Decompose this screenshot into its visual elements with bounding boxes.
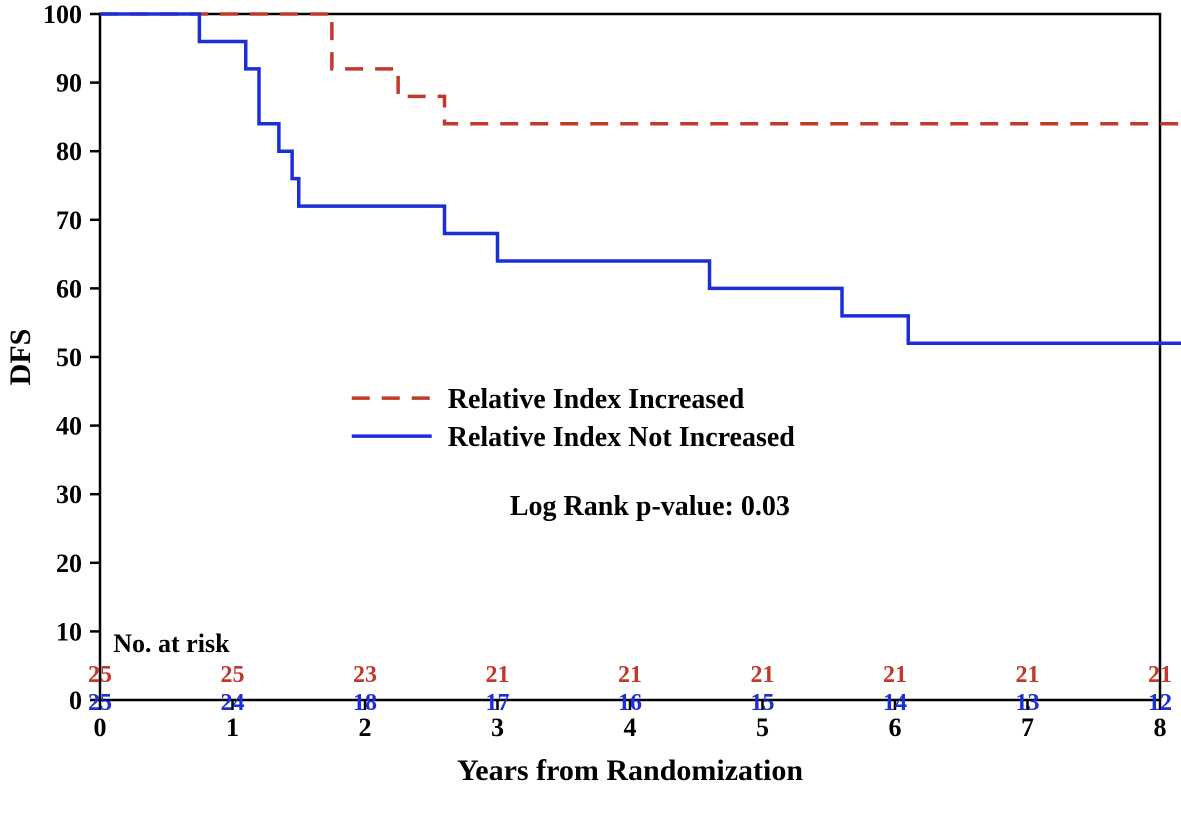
- y-tick-label: 50: [56, 343, 82, 372]
- x-tick-label: 0: [94, 713, 107, 742]
- risk-num-not-increased: 15: [751, 690, 775, 716]
- risk-num-not-increased: 13: [1016, 690, 1040, 716]
- legend-label-not-increased: Relative Index Not Increased: [448, 422, 796, 453]
- y-axis-title: DFS: [4, 329, 37, 386]
- risk-num-increased: 25: [88, 662, 112, 688]
- x-tick-label: 3: [491, 713, 504, 742]
- x-tick-label: 5: [756, 713, 769, 742]
- risk-num-increased: 25: [221, 662, 245, 688]
- risk-num-increased: 21: [1016, 662, 1040, 688]
- x-tick-label: 1: [226, 713, 239, 742]
- y-tick-label: 100: [43, 0, 82, 29]
- y-tick-label: 30: [56, 480, 82, 509]
- risk-num-not-increased: 16: [618, 690, 642, 716]
- risk-table-title: No. at risk: [113, 629, 230, 658]
- risk-num-increased: 21: [883, 662, 907, 688]
- risk-num-not-increased: 24: [221, 690, 245, 716]
- x-tick-label: 6: [889, 713, 902, 742]
- x-axis-title: Years from Randomization: [457, 754, 803, 787]
- risk-num-not-increased: 25: [88, 690, 112, 716]
- y-tick-label: 10: [56, 617, 82, 646]
- y-tick-label: 40: [56, 412, 82, 441]
- risk-num-not-increased: 14: [883, 690, 907, 716]
- risk-num-increased: 21: [1148, 662, 1172, 688]
- risk-num-increased: 21: [751, 662, 775, 688]
- risk-num-increased: 23: [353, 662, 377, 688]
- x-tick-label: 2: [359, 713, 372, 742]
- y-tick-label: 80: [56, 137, 82, 166]
- km-chart: 012345678Years from Randomization0102030…: [0, 0, 1181, 818]
- y-tick-label: 60: [56, 274, 82, 303]
- risk-num-increased: 21: [618, 662, 642, 688]
- x-tick-label: 8: [1154, 713, 1167, 742]
- chart-svg: 012345678Years from Randomization0102030…: [0, 0, 1181, 818]
- y-tick-label: 90: [56, 69, 82, 98]
- risk-num-not-increased: 17: [486, 690, 510, 716]
- log-rank-pvalue: Log Rank p-value: 0.03: [510, 491, 790, 522]
- x-tick-label: 7: [1021, 713, 1034, 742]
- risk-num-not-increased: 12: [1148, 690, 1172, 716]
- y-tick-label: 0: [69, 686, 82, 715]
- series-not-increased: [100, 14, 1181, 343]
- y-tick-label: 20: [56, 549, 82, 578]
- legend-label-increased: Relative Index Increased: [448, 384, 745, 415]
- y-tick-label: 70: [56, 206, 82, 235]
- risk-num-not-increased: 18: [353, 690, 377, 716]
- risk-num-increased: 21: [486, 662, 510, 688]
- x-tick-label: 4: [624, 713, 637, 742]
- series-increased: [100, 14, 1181, 124]
